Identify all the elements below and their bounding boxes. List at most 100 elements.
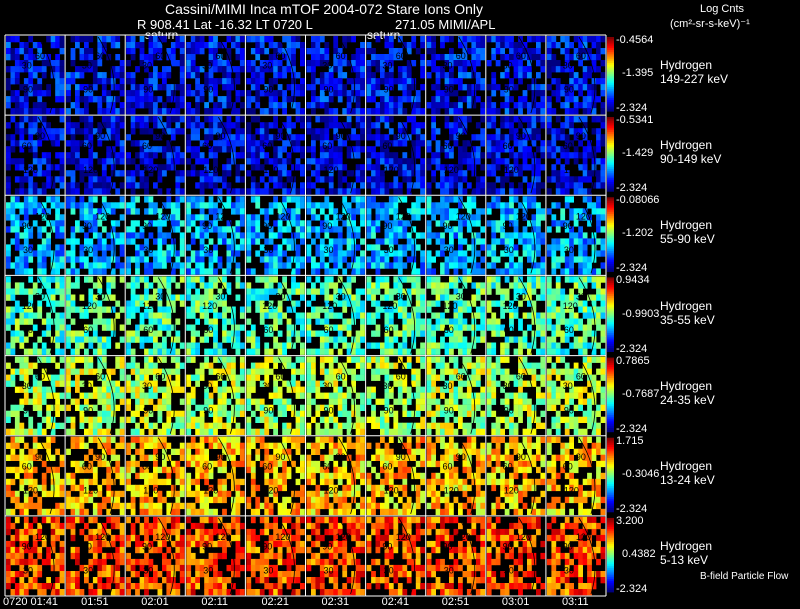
heatmap-cell <box>175 116 181 123</box>
heatmap-cell <box>28 208 34 215</box>
heatmap-cell <box>578 90 583 97</box>
heatmap-cell <box>259 60 265 67</box>
contour-line <box>578 36 596 114</box>
heatmap-cell <box>420 330 425 337</box>
heatmap-cell <box>355 90 361 97</box>
heatmap-cell <box>246 256 252 263</box>
heatmap-cell <box>139 318 145 325</box>
heatmap-cell <box>486 342 492 349</box>
heatmap-cell <box>600 244 606 251</box>
contour-label: 60 <box>83 325 93 335</box>
heatmap-cell <box>366 90 372 97</box>
heatmap-cell <box>79 416 85 423</box>
heatmap-cell <box>273 220 278 227</box>
heatmap-cell <box>591 54 597 61</box>
heatmap-cell <box>375 276 381 283</box>
heatmap-cell <box>449 324 454 331</box>
heatmap-cell <box>19 244 25 251</box>
heatmap-cell <box>92 72 98 79</box>
heatmap-cell <box>578 226 583 233</box>
heatmap-cell <box>259 294 265 301</box>
heatmap-cell <box>319 102 325 109</box>
heatmap-cell <box>222 300 227 307</box>
heatmap-cell <box>600 348 606 355</box>
contour-label: 120 <box>22 301 37 311</box>
heatmap-cell <box>551 342 557 349</box>
heatmap-cell <box>226 182 232 189</box>
contour-line <box>37 197 55 274</box>
heatmap-cell <box>415 134 421 141</box>
heatmap-cell <box>319 116 325 123</box>
heatmap-cell <box>101 356 107 363</box>
heatmap-cell <box>406 90 412 97</box>
heatmap-cell <box>531 128 537 135</box>
heatmap-cell <box>360 324 365 331</box>
heatmap-cell <box>55 250 60 257</box>
heatmap-cell <box>41 386 47 393</box>
heatmap-cell <box>115 84 121 91</box>
heatmap-cell <box>148 72 154 79</box>
heatmap-cell <box>527 116 532 123</box>
heatmap-cell <box>66 380 71 387</box>
heatmap-cell <box>59 66 65 73</box>
heatmap-cell <box>110 324 116 331</box>
heatmap-cell <box>148 146 154 153</box>
heatmap-cell <box>540 342 546 349</box>
heatmap-cell <box>402 318 408 325</box>
heatmap-cell <box>596 196 601 203</box>
heatmap-cell <box>495 202 501 209</box>
heatmap-cell <box>55 140 60 147</box>
heatmap-cell <box>88 66 94 73</box>
heatmap-cell <box>139 102 145 109</box>
heatmap-cell <box>522 72 528 79</box>
heatmap-cell <box>444 214 450 221</box>
heatmap-cell <box>333 108 339 115</box>
heatmap-cell <box>564 36 570 43</box>
heatmap-cell <box>32 90 38 97</box>
heatmap-cell <box>360 220 365 227</box>
heatmap-cell <box>273 122 278 129</box>
heatmap-cell <box>582 330 588 337</box>
heatmap-cell <box>101 262 107 269</box>
heatmap-cell <box>70 300 76 307</box>
heatmap-cell <box>88 238 94 245</box>
contour-label: 120 <box>324 165 339 175</box>
contour-label: 90 <box>83 405 93 415</box>
heatmap-cell <box>166 250 172 257</box>
heatmap-cell <box>546 84 552 91</box>
heatmap-cell <box>139 42 145 49</box>
heatmap-cell <box>311 78 316 85</box>
contour-line <box>398 197 416 274</box>
heatmap-cell <box>135 116 140 123</box>
heatmap-cell <box>70 244 76 251</box>
heatmap-cell <box>600 134 606 141</box>
heatmap-cell <box>264 36 270 43</box>
heatmap-cell <box>92 182 98 189</box>
contour-line <box>398 36 416 114</box>
heatmap-cell <box>600 330 606 337</box>
heatmap-cell <box>157 282 163 289</box>
heatmap-cell <box>119 374 125 381</box>
heatmap-cell <box>311 42 316 49</box>
heatmap-cell <box>59 78 65 85</box>
heatmap-cell <box>231 306 236 313</box>
heatmap-cell <box>250 176 256 183</box>
heatmap-cell <box>360 116 365 123</box>
heatmap-cell <box>415 244 421 251</box>
heatmap-cell <box>195 146 200 153</box>
heatmap-cell <box>190 202 196 209</box>
heatmap-cell <box>546 60 552 67</box>
heatmap-cell <box>355 188 361 195</box>
heatmap-cell <box>88 170 94 177</box>
heatmap-cell <box>126 398 131 405</box>
heatmap-cell <box>75 158 80 165</box>
heatmap-cell <box>319 220 325 227</box>
heatmap-cell <box>166 164 172 171</box>
heatmap-cell <box>115 362 121 369</box>
heatmap-cell <box>346 146 352 153</box>
heatmap-cell <box>402 330 408 337</box>
heatmap-cell <box>555 134 561 141</box>
heatmap-cell <box>268 134 274 141</box>
heatmap-cell <box>179 170 185 177</box>
heatmap-cell <box>518 348 523 355</box>
